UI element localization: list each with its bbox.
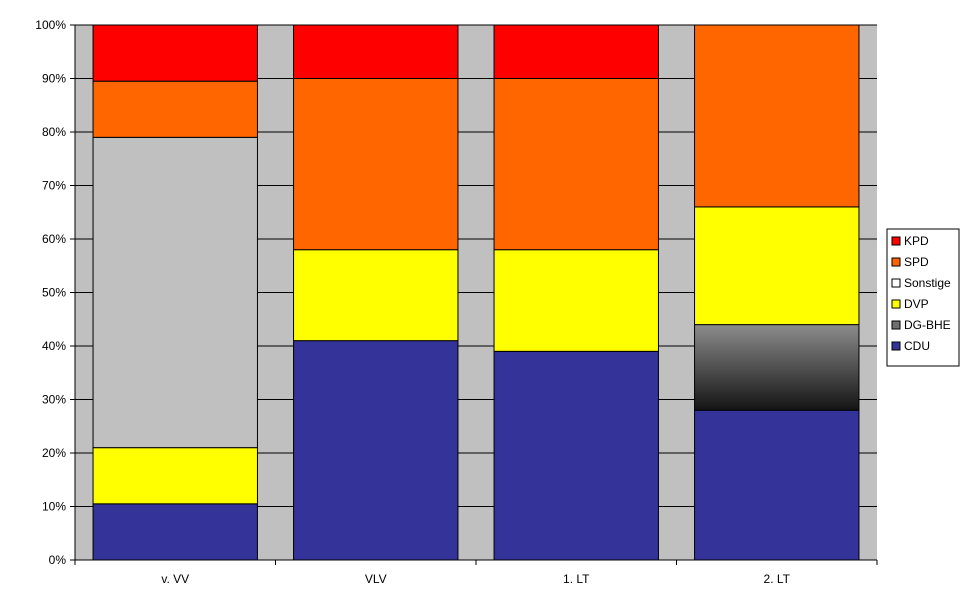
bar-segment-kpd (293, 24, 459, 79)
legend-label-dvp: DVP (904, 297, 929, 311)
legend-swatch-cdu (891, 341, 901, 351)
bar-segment-spd (92, 80, 258, 138)
legend-swatch-sonstige (891, 278, 901, 288)
legend-swatch-kpd (891, 236, 901, 246)
y-tick-label: 100% (35, 18, 66, 32)
legend-swatch-spd (891, 257, 901, 267)
y-tick-label: 30% (42, 393, 66, 407)
x-tick-label: v. VV (161, 572, 189, 586)
y-tick-label: 20% (42, 446, 66, 460)
x-tick-label: 1. LT (563, 572, 590, 586)
legend-label-dg-bhe: DG-BHE (904, 318, 951, 332)
bar-segment-dvp (493, 249, 659, 352)
bar-segment-spd (694, 24, 860, 208)
bar-segment-cdu (493, 350, 659, 561)
x-tick-label: 2. LT (764, 572, 791, 586)
y-tick-label: 70% (42, 179, 66, 193)
bar-segment-spd (493, 78, 659, 251)
bar-segment-cdu (694, 409, 860, 561)
bar-segment-spd (293, 78, 459, 251)
bar-segment-dvp (92, 447, 258, 505)
legend-label-sonstige: Sonstige (904, 276, 951, 290)
legend-label-spd: SPD (904, 255, 929, 269)
legend-label-kpd: KPD (904, 234, 929, 248)
bar-segment-cdu (92, 503, 258, 561)
legend-swatch-dvp (891, 299, 901, 309)
bar-segment-sonstige (92, 136, 258, 449)
bar-segment-dvp (694, 206, 860, 326)
y-tick-label: 0% (49, 553, 67, 567)
y-tick-label: 80% (42, 125, 66, 139)
bar-segment-dvp (293, 249, 459, 342)
legend-swatch-dg-bhe (891, 320, 901, 330)
legend-label-cdu: CDU (904, 339, 930, 353)
y-tick-label: 60% (42, 232, 66, 246)
bar-segment-kpd (92, 24, 258, 82)
bar-segment-dg-bhe (694, 324, 860, 411)
bar-segment-kpd (493, 24, 659, 79)
y-tick-label: 10% (42, 500, 66, 514)
y-tick-label: 50% (42, 286, 66, 300)
y-tick-label: 40% (42, 339, 66, 353)
y-tick-label: 90% (42, 72, 66, 86)
bar-segment-cdu (293, 340, 459, 561)
x-tick-label: VLV (365, 572, 387, 586)
